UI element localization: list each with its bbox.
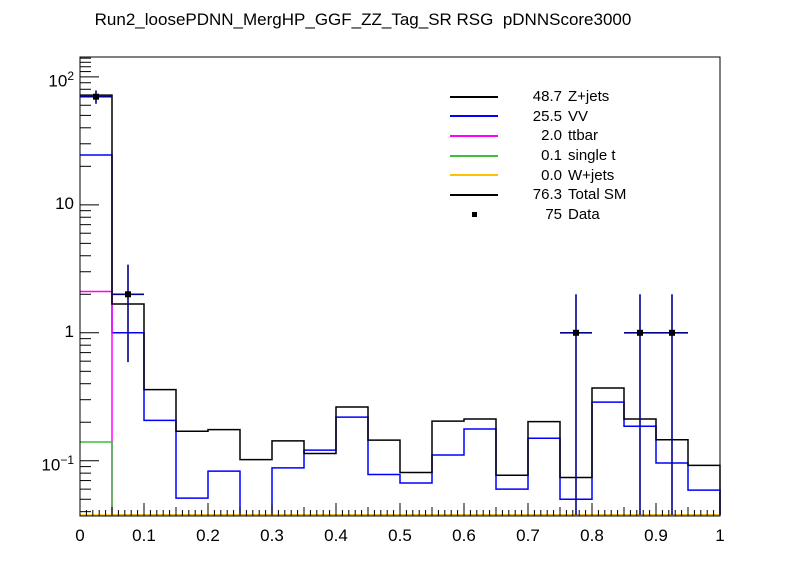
legend: 48.7 Z+jets 25.5 VV 2.0 ttbar 0.1 single t 0.0 W+… <box>450 87 626 224</box>
y-tick-label: 10 <box>55 193 74 213</box>
data-points <box>80 90 688 515</box>
x-tick-label: 0.8 <box>580 526 604 545</box>
line-icon <box>450 154 498 157</box>
x-tick-label: 0.1 <box>132 526 156 545</box>
legend-entry: 25.5 VV <box>450 107 626 127</box>
x-tick-label: 0.7 <box>516 526 540 545</box>
legend-data-marker <box>450 211 498 217</box>
line-icon <box>450 134 498 137</box>
marker-icon <box>471 211 477 217</box>
legend-line-swatch <box>450 95 498 98</box>
x-tick-label: 1 <box>715 526 725 545</box>
line-icon <box>450 174 498 177</box>
legend-label: single t <box>568 147 616 165</box>
line-icon <box>450 115 498 118</box>
legend-yield: 48.7 <box>532 88 562 106</box>
legend-yield: 2.0 <box>541 127 562 145</box>
legend-yield: 0.1 <box>541 147 562 165</box>
legend-line-swatch <box>450 115 498 118</box>
y-axis-ticks <box>80 57 99 513</box>
y-tick-label: 10−1 <box>41 452 74 475</box>
legend-entry: 76.3 Total SM <box>450 185 626 205</box>
legend-line-swatch <box>450 193 498 196</box>
legend-label: W+jets <box>568 166 615 184</box>
data-marker <box>125 291 131 298</box>
legend-yield: 75 <box>545 205 562 223</box>
legend-entry: 2.0 ttbar <box>450 126 626 146</box>
legend-entry: 0.0 W+jets <box>450 165 626 185</box>
legend-line-swatch <box>450 174 498 177</box>
series-total-sm-line <box>80 94 721 515</box>
legend-entry: 48.7 Z+jets <box>450 87 626 107</box>
legend-yield: 0.0 <box>541 166 562 184</box>
x-tick-label: 0.3 <box>260 526 284 545</box>
x-tick-label: 0.6 <box>452 526 476 545</box>
legend-line-swatch <box>450 134 498 137</box>
legend-label: Z+jets <box>568 88 610 106</box>
x-tick-label: 0.4 <box>324 526 348 545</box>
legend-label: VV <box>568 107 589 125</box>
legend-entry: 75 Data <box>450 205 626 225</box>
x-tick-label: 0.2 <box>196 526 220 545</box>
x-tick-label: 0.9 <box>644 526 668 545</box>
legend-label: Data <box>568 205 600 223</box>
data-marker <box>573 329 579 336</box>
legend-label: Total SM <box>568 186 627 204</box>
legend-entry: 0.1 single t <box>450 146 626 166</box>
x-axis-ticks <box>79 503 721 516</box>
legend-line-swatch <box>450 154 498 157</box>
x-tick-label: 0 <box>75 526 85 545</box>
line-icon <box>450 95 498 98</box>
y-tick-label: 1 <box>64 321 74 341</box>
x-tick-label: 0.5 <box>388 526 412 545</box>
legend-label: ttbar <box>568 127 599 145</box>
legend-yield: 25.5 <box>532 107 562 125</box>
plot-title: Run2_loosePDNN_MergHP_GGF_ZZ_Tag_SR RSG … <box>94 10 632 29</box>
data-marker <box>669 329 675 336</box>
legend-yield: 76.3 <box>532 186 562 204</box>
data-marker <box>93 93 99 100</box>
y-tick-label: 102 <box>48 68 74 91</box>
data-marker <box>637 329 643 336</box>
line-icon <box>450 193 498 196</box>
